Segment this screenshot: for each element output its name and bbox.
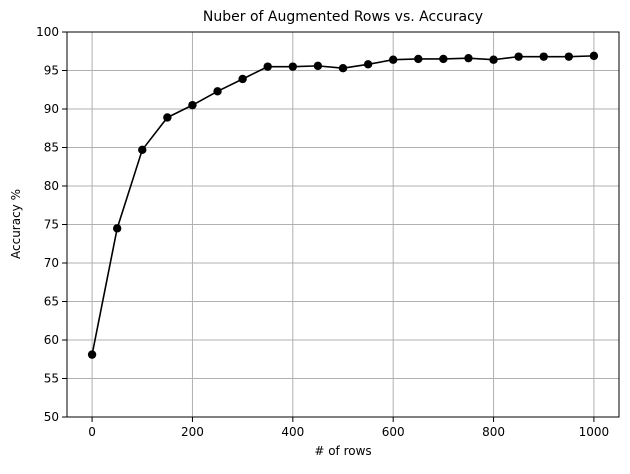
data-point xyxy=(338,63,348,73)
x-tick-label: 0 xyxy=(88,425,96,439)
data-point xyxy=(238,74,247,84)
x-tick-label: 400 xyxy=(281,425,304,439)
y-tick-label: 55 xyxy=(44,372,59,386)
series-layer xyxy=(87,51,599,359)
data-point xyxy=(414,54,423,64)
data-point xyxy=(163,113,172,122)
data-point xyxy=(112,224,122,233)
y-tick-label: 75 xyxy=(44,218,59,232)
data-point xyxy=(564,52,574,61)
data-point xyxy=(464,53,473,63)
x-axis-label: # of rows xyxy=(314,444,371,458)
data-point xyxy=(589,51,599,61)
y-tick-label: 85 xyxy=(44,141,59,155)
data-point xyxy=(514,52,523,61)
data-point xyxy=(288,62,298,71)
series-line xyxy=(91,55,594,355)
data-point xyxy=(489,55,498,64)
y-tick-label: 100 xyxy=(36,25,59,39)
y-tick-label: 95 xyxy=(44,64,59,78)
y-tick-label: 60 xyxy=(44,333,59,347)
data-point xyxy=(539,52,548,61)
x-tick-label: 1000 xyxy=(579,425,610,439)
x-tick-label: 200 xyxy=(181,425,204,439)
data-point xyxy=(188,100,197,110)
x-tick-label: 600 xyxy=(382,425,405,439)
y-tick-label: 90 xyxy=(44,102,59,116)
data-point xyxy=(87,350,97,359)
grid xyxy=(67,31,619,418)
data-point xyxy=(263,62,272,71)
data-point xyxy=(313,61,323,71)
data-point xyxy=(138,145,147,155)
data-point xyxy=(388,55,398,64)
data-point xyxy=(363,60,373,69)
data-point xyxy=(213,87,222,96)
y-tick-label: 50 xyxy=(44,410,59,424)
x-tick-label: 800 xyxy=(482,425,505,439)
y-axis-label: Accuracy % xyxy=(9,189,23,259)
y-tick-label: 65 xyxy=(44,295,59,309)
data-point xyxy=(439,54,448,64)
axes: 0 200 400 600 800 1000 50 55 60 65 70 75 80 85 90 95 100 xyxy=(36,25,620,439)
y-tick-label: 70 xyxy=(44,256,59,270)
y-tick-label: 80 xyxy=(44,179,59,193)
chart-title: Nuber of Augmented Rows vs. Accuracy xyxy=(203,9,483,25)
